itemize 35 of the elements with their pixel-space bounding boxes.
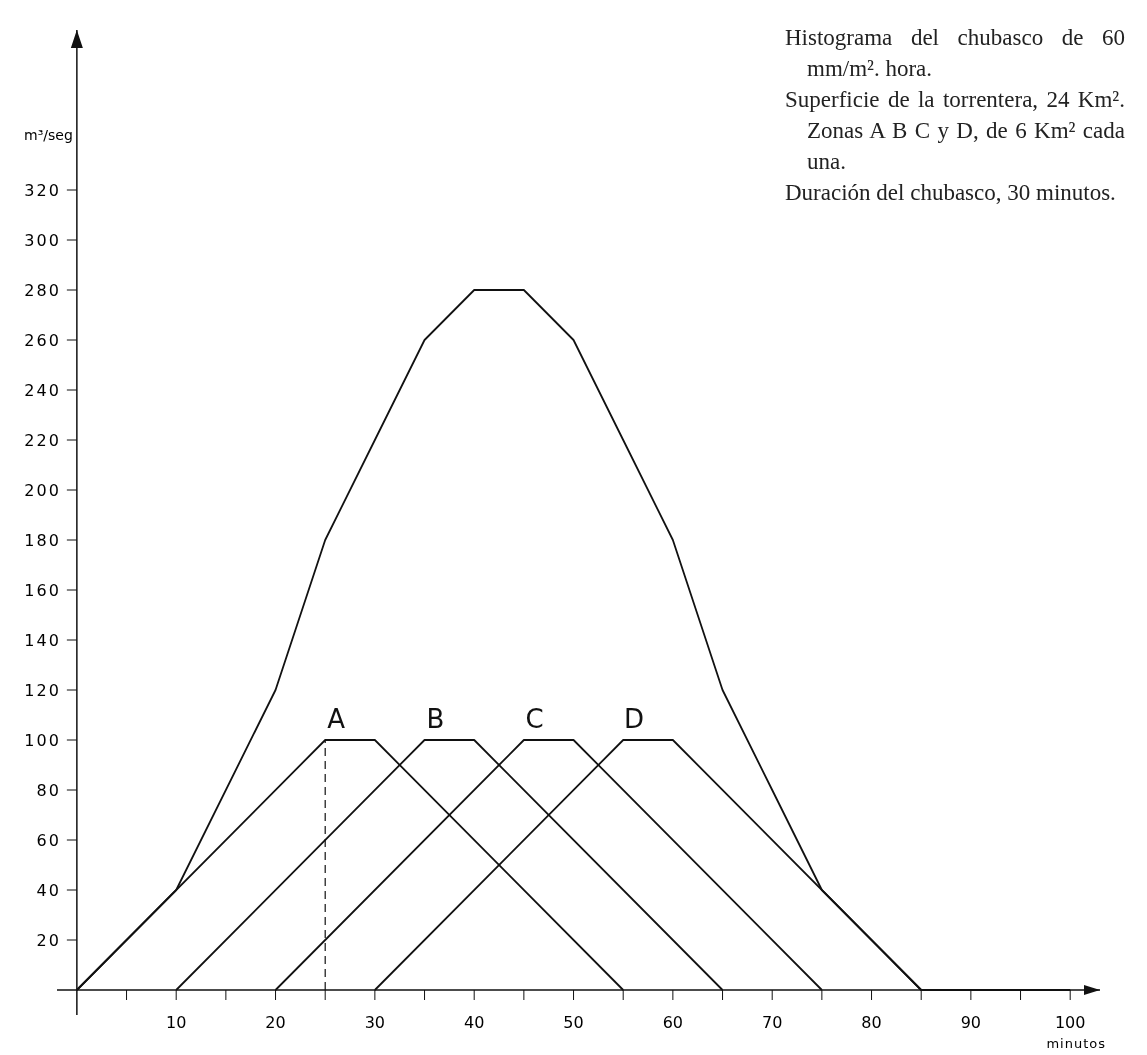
y-tick-label: 40 [36, 881, 61, 900]
x-tick-label: 50 [563, 1013, 584, 1032]
y-tick-label: 120 [24, 681, 61, 700]
annotation: Histograma del chubasco de 60 mm/m². hora. [785, 24, 1125, 84]
x-tick-label: 30 [364, 1013, 386, 1032]
y-tick-label: 180 [24, 531, 61, 550]
annotation: Superficie de la torrentera, 24 Km². Zonas A B C y D, de 6 Km² cada una. [785, 86, 1125, 177]
series-label: B [426, 704, 445, 734]
x-tick-label: 10 [166, 1013, 187, 1032]
annotation: Duración del chubasco, 30 minutos. [785, 179, 1117, 208]
y-tick-label: 200 [24, 481, 61, 500]
y-tick-label: 60 [36, 831, 61, 850]
y-tick-label: 80 [36, 781, 61, 800]
y-tick-label: 280 [24, 281, 61, 300]
x-tick-label: 60 [662, 1013, 684, 1032]
x-axis-title: minutos [1046, 1036, 1106, 1051]
y-tick-label: 220 [24, 431, 61, 450]
series-label: C [525, 704, 544, 734]
y-tick-label: 300 [24, 231, 61, 250]
x-tick-label: 20 [265, 1013, 286, 1032]
series-label: D [624, 704, 645, 734]
y-axis-title: m³/seg [24, 127, 73, 143]
y-tick-label: 20 [36, 931, 61, 950]
y-tick-label: 320 [24, 181, 61, 200]
x-tick-label: 70 [762, 1013, 783, 1032]
y-tick-label: 100 [24, 731, 61, 750]
y-tick-label: 160 [24, 581, 61, 600]
y-tick-label: 260 [24, 331, 61, 350]
y-tick-label: 140 [24, 631, 61, 650]
x-tick-label: 90 [960, 1013, 982, 1032]
x-tick-label: 40 [464, 1013, 485, 1032]
series-label: A [327, 704, 346, 734]
x-tick-label: 100 [1054, 1013, 1086, 1032]
y-tick-label: 240 [24, 381, 61, 400]
x-tick-label: 80 [861, 1013, 882, 1032]
